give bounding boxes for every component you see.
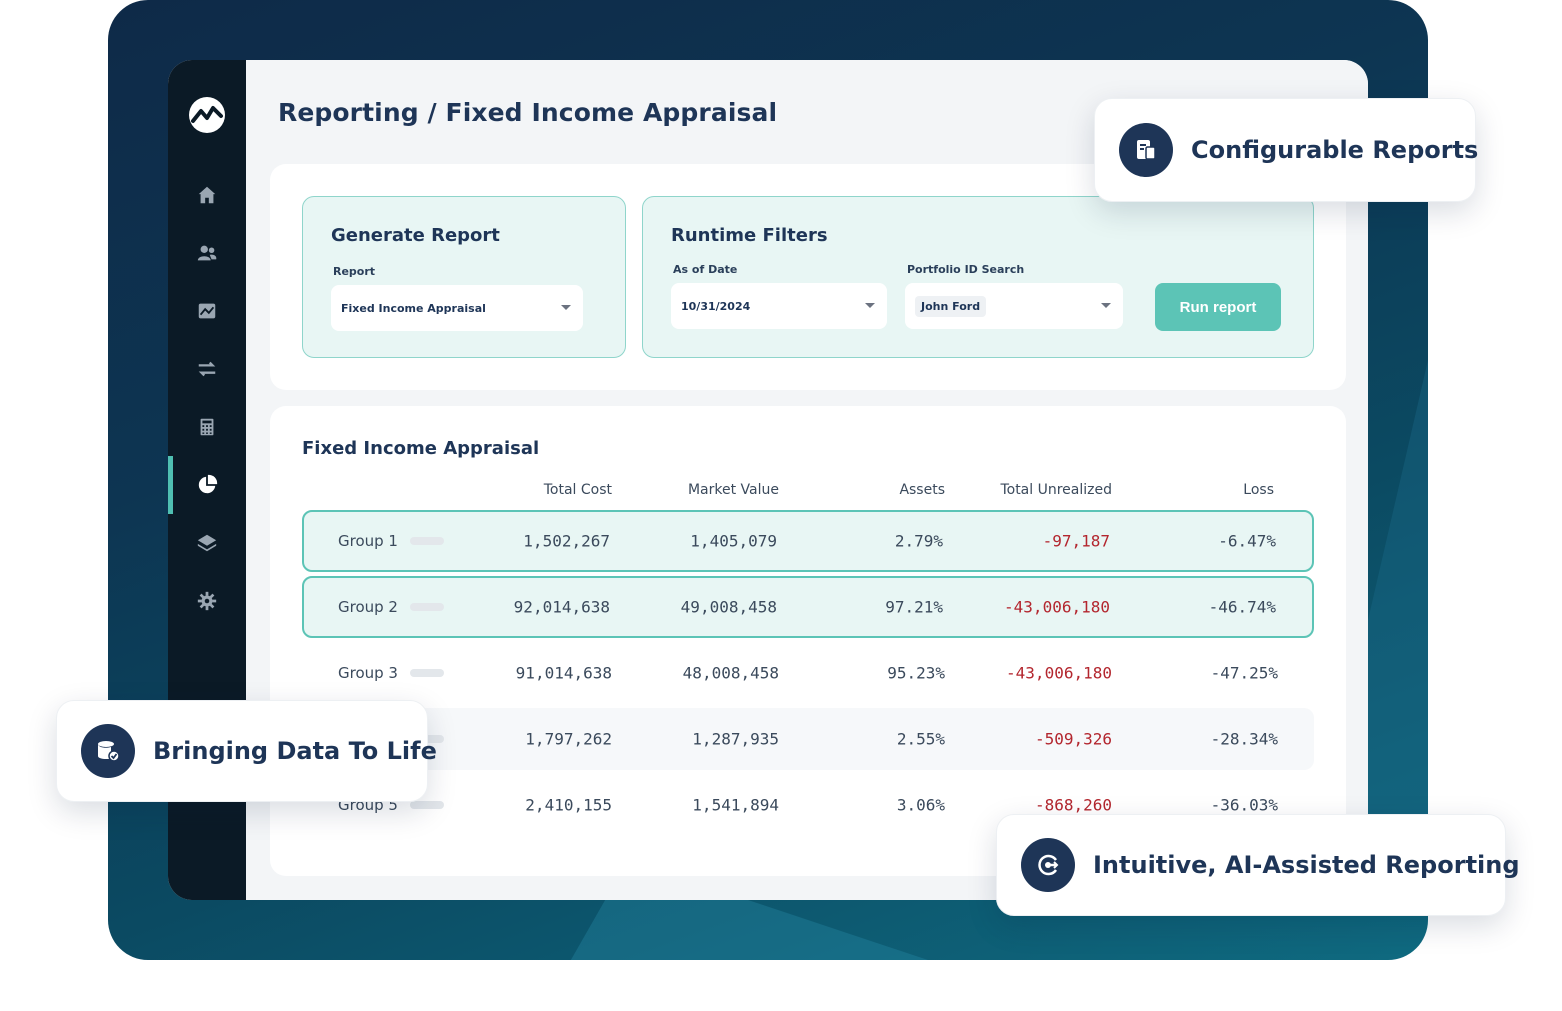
market-value-cell: 49,008,458 [680,597,777,617]
callout-bringing-data: Bringing Data To Life [56,700,437,802]
home-icon [198,186,216,204]
report-label: Report [333,265,376,278]
callout-intuitive-label: Intuitive, AI-Assisted Reporting [1093,851,1520,879]
chevron-down-icon [865,303,875,308]
sidebar-item-charts[interactable] [168,282,246,340]
as-of-date-value: 10/31/2024 [681,299,751,313]
unrealized-cell: -509,326 [1034,729,1112,749]
group-name: Group 2 [338,598,398,616]
market-value-cell: 1,541,894 [692,795,779,815]
assets-cell: 97.21% [885,597,943,617]
runtime-filters-title: Runtime Filters [671,225,828,246]
report-select[interactable]: Fixed Income Appraisal [331,285,583,331]
sidebar-item-transfers[interactable] [168,340,246,398]
table-title: Fixed Income Appraisal [302,438,540,459]
column-header-loss: Loss [1243,482,1274,498]
ai-cycle-icon [1021,838,1075,892]
sidebar-item-layers[interactable] [168,514,246,572]
users-icon [197,245,217,261]
group-pill [410,537,444,545]
gear-icon [197,591,217,611]
loss-cell: -36.03% [1210,795,1278,815]
assets-cell: 95.23% [887,663,945,683]
layers-icon [197,534,217,552]
column-header-assets: Assets [899,482,945,498]
chart-image-icon [198,303,216,319]
callout-bringing-label: Bringing Data To Life [153,737,437,765]
loss-cell: -28.34% [1210,729,1278,749]
portfolio-chip[interactable]: John Ford [915,295,987,317]
calculator-icon [200,418,214,436]
table-row[interactable]: Group 3 91,014,638 48,008,458 95.23% -43… [302,642,1314,704]
generate-report-title: Generate Report [331,225,500,246]
market-value-cell: 48,008,458 [682,663,779,683]
unrealized-cell: -868,260 [1034,795,1112,815]
app-logo [189,97,225,133]
loss-cell: -6.47% [1218,531,1276,551]
table-row[interactable]: 1,797,262 1,287,935 2.55% -509,326 -28.3… [302,708,1314,770]
group-pill [410,603,444,611]
runtime-filters-panel: Runtime Filters As of Date 10/31/2024 Po… [642,196,1314,358]
sidebar-item-users[interactable] [168,224,246,282]
report-document-icon [1119,123,1173,177]
run-report-button[interactable]: Run report [1155,283,1281,331]
chevron-down-icon [1101,303,1111,308]
column-header-total-unrealized: Total Unrealized [1000,482,1112,498]
column-header-total-cost: Total Cost [543,482,612,498]
column-header-market-value: Market Value [687,482,779,498]
group-pill [410,801,444,809]
loss-cell: -47.25% [1210,663,1278,683]
total-cost-cell: 91,014,638 [515,663,612,683]
appraisal-table-card: Fixed Income Appraisal Total Cost Market… [270,406,1346,876]
portfolio-search-select[interactable]: John Ford [905,283,1123,329]
sidebar-item-home[interactable] [168,166,246,224]
market-value-cell: 1,287,935 [692,729,779,749]
total-cost-cell: 92,014,638 [513,597,610,617]
callout-configurable-reports: Configurable Reports [1094,98,1479,202]
total-cost-cell: 1,502,267 [523,531,610,551]
callout-ai-reporting: Intuitive, AI-Assisted Reporting [996,814,1520,916]
loss-cell: -46.74% [1208,597,1276,617]
group-name: Group 3 [338,664,398,682]
pie-chart-icon [198,474,218,494]
assets-cell: 2.55% [896,729,945,749]
group-pill [410,669,444,677]
table-row[interactable]: Group 2 92,014,638 49,008,458 97.21% -43… [302,576,1314,638]
total-cost-cell: 2,410,155 [525,795,612,815]
unrealized-cell: -43,006,180 [1006,663,1112,683]
database-check-icon [81,724,135,778]
report-select-value: Fixed Income Appraisal [341,301,486,315]
sidebar-item-reporting[interactable] [168,456,246,514]
transfer-arrows-icon [198,361,216,377]
assets-cell: 2.79% [894,531,943,551]
generate-report-panel: Generate Report Report Fixed Income Appr… [302,196,626,358]
group-name: Group 1 [338,532,398,550]
total-cost-cell: 1,797,262 [525,729,612,749]
callout-configurable-label: Configurable Reports [1191,136,1479,164]
as-of-date-label: As of Date [673,263,738,276]
main-content: Reporting / Fixed Income Appraisal Gener… [246,60,1368,900]
as-of-date-select[interactable]: 10/31/2024 [671,283,887,329]
sidebar-item-settings[interactable] [168,572,246,630]
unrealized-cell: -97,187 [1042,531,1110,551]
chevron-down-icon [561,305,571,310]
table-row[interactable]: Group 1 1,502,267 1,405,079 2.79% -97,18… [302,510,1314,572]
assets-cell: 3.06% [896,795,945,815]
portfolio-search-label: Portfolio ID Search [907,263,1025,276]
unrealized-cell: -43,006,180 [1004,597,1110,617]
market-value-cell: 1,405,079 [690,531,777,551]
sidebar-item-calculator[interactable] [168,398,246,456]
page-title: Reporting / Fixed Income Appraisal [278,98,778,127]
